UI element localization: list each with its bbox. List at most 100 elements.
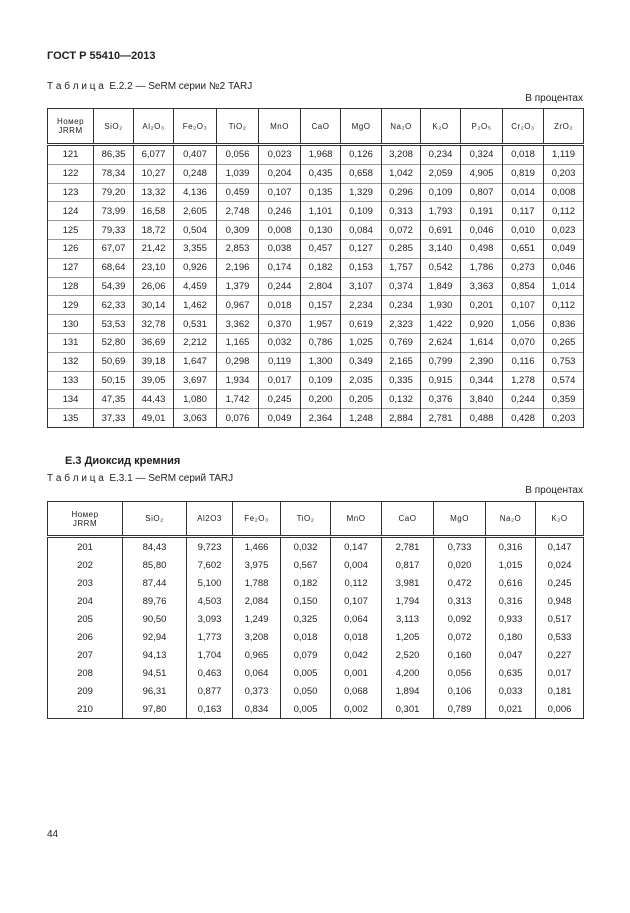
table-cell: 0,313 [433,592,486,610]
page-number: 44 [47,829,59,840]
table-cell: 0,376 [420,389,461,409]
table-cell: 54,39 [93,276,134,296]
table-cell: 13,32 [133,182,174,202]
table-cell: 0,498 [460,238,503,259]
table-cell: 0,531 [173,314,217,334]
table-cell: 3,208 [232,628,281,646]
table-cell: 0,006 [535,700,584,719]
table-cell: 0,273 [502,257,544,278]
table-cell: 0,854 [502,276,544,296]
table-cell: 1,788 [232,574,281,592]
table-cell: 1,014 [543,276,584,296]
table-row: 128 54,39 26,06 4,459 1,379 0,244 2,804 3,107 0,… [47,276,584,296]
header-row: Номер JRRM SiO₂ Al2O3 Fe₂O₃ TiO₂ MnO CaO MgO Na₂… [47,501,584,538]
table-cell: 97,80 [122,700,187,719]
table-cell: 52,80 [93,332,134,353]
table-row: 130 53,53 32,78 0,531 3,362 0,370 1,957 0,619 2,… [47,314,584,334]
table-cell: 0,234 [381,295,421,315]
table-cell: 0,153 [340,257,382,278]
table-caption: Т а б л и ц а Е.3.1 — SeRM серий TARJ [47,473,234,484]
table-row: 124 73,99 16,58 2,605 2,748 0,246 1,101 0,109 0,… [47,201,584,221]
table-cell: 208 [47,664,123,682]
table-cell: 0,769 [381,332,421,353]
table-cell: 0,834 [232,700,281,719]
table-cell: 1,329 [340,182,382,202]
table-cell: 94,51 [122,664,187,682]
table-row: 121 86,35 6,077 0,407 0,056 0,023 1,968 0,126 3,… [47,144,584,165]
table-cell: 0,799 [420,351,461,372]
table-cell: 2,853 [216,238,259,259]
table-cell: 0,344 [460,370,503,390]
unit-label: В процентах [525,485,583,496]
table-cell: 0,023 [543,220,584,240]
table-cell: 1,249 [232,610,281,628]
table-cell: 134 [47,389,94,409]
table-cell: 0,298 [216,351,259,372]
table-cell: 0,032 [280,536,331,556]
table-cell: 3,113 [381,610,434,628]
table-cell: 2,364 [300,408,341,428]
table-cell: 85,80 [122,556,187,574]
table-row: 208 94,51 0,463 0,064 0,005 0,001 4,200 0,056 0,… [47,664,584,682]
table-cell: 3,362 [216,314,259,334]
table-cell: 0,200 [300,389,341,409]
table-cell: 0,370 [258,314,301,334]
table-cell: 1,101 [300,201,341,221]
table-cell: 2,035 [340,370,382,390]
table-cell: 0,064 [232,664,281,682]
table-cell: 0,112 [330,574,382,592]
table-cell: 79,20 [93,182,134,202]
table-row: 125 79,33 18,72 0,504 0,309 0,008 0,130 0,084 0,… [47,220,584,240]
table-cell: 0,205 [340,389,382,409]
table-cell: 0,285 [381,238,421,259]
table-cell: 16,58 [133,201,174,221]
table-cell: 1,794 [381,592,434,610]
column-header: ZrO₂ [543,108,584,146]
table-cell: 132 [47,351,94,372]
table-cell: 26,06 [133,276,174,296]
table-cell: 0,463 [186,664,233,682]
table-cell: 86,35 [93,144,134,165]
table-cell: 1,793 [420,201,461,221]
table-row: 206 92,94 1,773 3,208 0,018 0,018 1,205 0,072 0,… [47,628,584,646]
table-cell: 62,33 [93,295,134,315]
table-cell: 2,605 [173,201,217,221]
table-cell: 1,379 [216,276,259,296]
table-cell: 0,107 [258,182,301,202]
table-cell: 0,018 [502,144,544,165]
table-cell: 0,313 [381,201,421,221]
column-header: MgO [340,108,382,146]
table-row: 202 85,80 7,602 3,975 0,567 0,004 0,817 0,020 1,… [47,556,584,574]
table-cell: 1,015 [485,556,536,574]
table-cell: 90,50 [122,610,187,628]
table-cell: 2,804 [300,276,341,296]
table-cell: 0,018 [258,295,301,315]
unit-label: В процентах [525,93,583,104]
table-cell: 0,084 [340,220,382,240]
table-cell: 0,004 [330,556,382,574]
table-cell: 129 [47,295,94,315]
table-cell: 23,10 [133,257,174,278]
table-cell: 0,117 [502,201,544,221]
table-cell: 0,234 [420,144,461,165]
table-cell: 207 [47,646,123,664]
table-cell: 0,488 [460,408,503,428]
table-body: 121 86,35 6,077 0,407 0,056 0,023 1,968 0,126 3,… [47,144,584,428]
table-cell: 0,182 [300,257,341,278]
column-header: Номер JRRM [47,501,123,538]
table-cell: 0,807 [460,182,503,202]
table-cell: 0,106 [433,682,486,700]
table-cell: 2,323 [381,314,421,334]
table-cell: 0,046 [543,257,584,278]
table-cell: 0,504 [173,220,217,240]
table-cell: 0,020 [433,556,486,574]
table-cell: 206 [47,628,123,646]
table-row: 207 94,13 1,704 0,965 0,079 0,042 2,520 0,160 0,… [47,646,584,664]
table-cell: 0,574 [543,370,584,390]
table-cell: 0,079 [280,646,331,664]
table-cell: 1,757 [381,257,421,278]
table-cell: 0,203 [543,163,584,184]
table-cell: 2,234 [340,295,382,315]
column-header: Номер JRRM [47,108,94,146]
